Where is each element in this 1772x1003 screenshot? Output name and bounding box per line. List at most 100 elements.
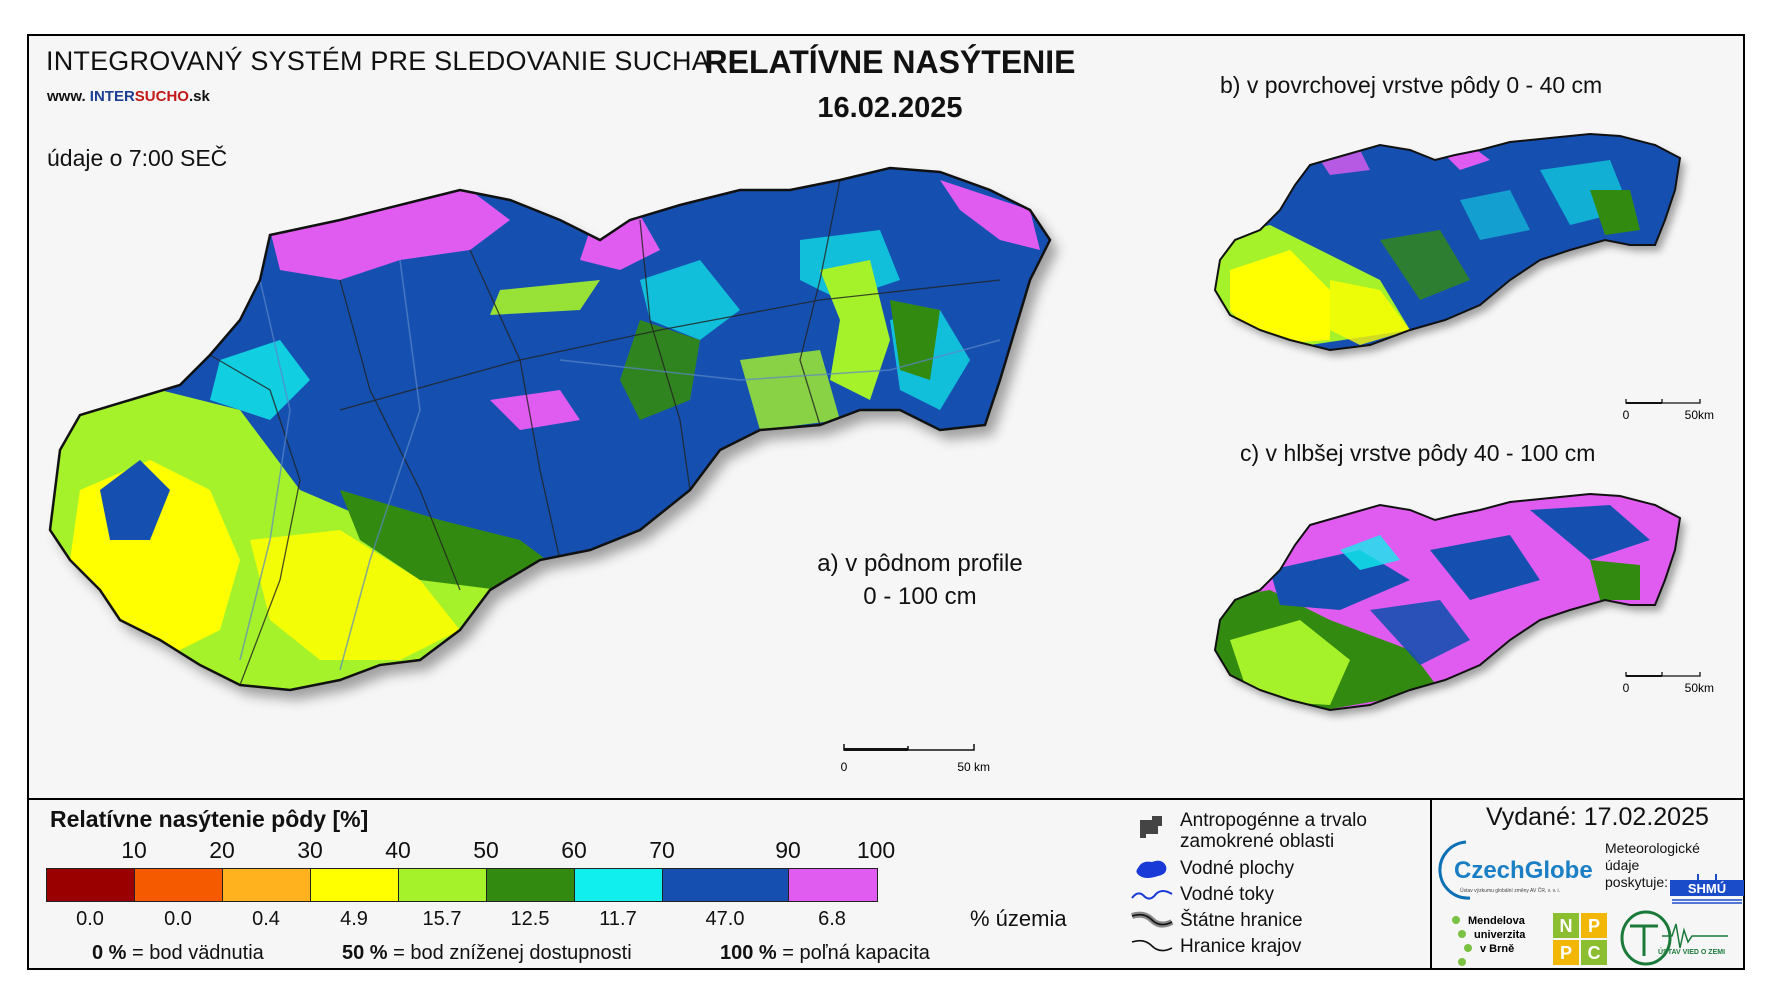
main-date: 16.02.2025 [817, 92, 963, 124]
legend-share-5: 15.7 [422, 908, 462, 930]
mendel-line2: univerzita [1474, 929, 1526, 941]
nppc-p1: P [1588, 916, 1600, 936]
legend-panel [27, 798, 1745, 970]
definition-wilting: 0 % = bod vädnutia [92, 942, 264, 965]
legend-share-1: 0.0 [76, 908, 104, 930]
czechglobe-subtitle: Ústav výzkumu globální změny AV ČR, v. v… [1460, 887, 1560, 894]
def1-text: = bod vädnutia [126, 942, 264, 964]
legend-class-7 [575, 869, 663, 901]
www-suffix: .sk [188, 88, 210, 105]
legend-share-4: 4.9 [340, 908, 368, 930]
mendel-university-logo: Mendelova univerzita v Brně [1452, 915, 1526, 966]
definition-reduced: 50 % = bod zníženej dostupnosti [342, 942, 632, 965]
nppc-n: N [1560, 916, 1573, 936]
mendel-line3: v Brně [1480, 943, 1514, 955]
meteo-line1: Meteorologické [1605, 840, 1700, 856]
def1-value: 0 % [92, 942, 127, 964]
legend-tick-50: 50 [473, 837, 499, 863]
legend-share-7: 11.7 [599, 908, 637, 930]
def3-value: 100 % [720, 942, 777, 964]
nppc-p2: P [1560, 943, 1572, 963]
legend-class-4 [311, 869, 399, 901]
czechglobe-text: CzechGlobe [1454, 857, 1593, 884]
nppc-logo: N P P C [1553, 913, 1607, 965]
legend-tick-40: 40 [385, 837, 411, 863]
scale-bar-b: 0 50km [1623, 399, 1714, 422]
footer-divider [1430, 798, 1432, 970]
issued-date: Vydané: 17.02.2025 [1486, 803, 1709, 831]
shmu-text: SHMÚ [1688, 881, 1726, 896]
legend-water-areas: Vodné plochy [1180, 858, 1295, 879]
earth-science-institute-logo: ÚSTAV VIED O ZEMI [1620, 910, 1728, 966]
definition-capacity: 100 % = poľná kapacita [720, 942, 930, 965]
meteo-line2: údaje [1605, 857, 1640, 873]
legend-tick-70: 70 [649, 837, 675, 863]
legend-share-6: 12.5 [510, 908, 550, 930]
legend-share-3: 0.4 [252, 908, 280, 930]
map-a-label: a) v pôdnom profile 0 - 100 cm [780, 547, 1060, 613]
www-sucho: SUCHO [134, 88, 189, 105]
legend-share-2: 0.0 [164, 908, 192, 930]
anthropo-line2: zamokrené oblasti [1180, 831, 1335, 852]
legend-tick-90: 90 [775, 837, 801, 863]
legend-state-border: Štátne hranice [1180, 910, 1303, 931]
legend-water-streams: Vodné toky [1180, 884, 1275, 905]
legend-region-border: Hranice krajov [1180, 936, 1302, 957]
legend-tick-60: 60 [561, 837, 587, 863]
meteo-provider: Meteorologické údaje poskytuje: [1605, 840, 1700, 891]
legend-tick-10: 10 [121, 837, 147, 863]
legend-class-9 [789, 869, 877, 901]
czechglobe-logo: CzechGlobe Ústav výzkumu globální změny … [1438, 840, 1593, 900]
scale-c-zero: 0 [1623, 681, 1630, 695]
nppc-c: C [1588, 943, 1601, 963]
scale-bar-main: 0 50 km [841, 744, 990, 774]
def2-text: = bod zníženej dostupnosti [387, 942, 632, 964]
map-a-label-line2: 0 - 100 cm [863, 583, 977, 610]
data-time: údaje o 7:00 SEČ [47, 145, 228, 171]
water-stream-icon [1131, 890, 1173, 900]
def2-value: 50 % [342, 942, 388, 964]
system-title: INTEGROVANÝ SYSTÉM PRE SLEDOVANIE SUCHA [46, 46, 710, 76]
scale-zero: 0 [841, 760, 848, 774]
legend-share-9: 6.8 [818, 908, 846, 930]
scale-bar-c: 0 50km [1623, 672, 1714, 695]
www-inter: INTER [89, 88, 135, 105]
legend-class-2 [135, 869, 223, 901]
legend-share-8: 47.0 [705, 908, 745, 930]
scale-50km: 50 km [957, 760, 990, 774]
map-c-deep [1214, 493, 1681, 711]
legend-class-8 [663, 869, 789, 901]
map-b-label: b) v povrchovej vrstve pôdy 0 - 40 cm [1220, 72, 1603, 98]
mendel-line1: Mendelova [1468, 915, 1526, 927]
legend-tick-30: 30 [297, 837, 323, 863]
main-map-a [48, 166, 1052, 692]
legend-class-5 [399, 869, 487, 901]
meteo-line3: poskytuje: [1605, 874, 1669, 890]
def3-text: = poľná kapacita [776, 942, 930, 964]
legend-tick-20: 20 [209, 837, 235, 863]
region-border-icon [1131, 939, 1173, 952]
share-unit: % územia [970, 906, 1067, 931]
main-title: RELATÍVNE NASÝTENIE [704, 44, 1076, 80]
anthropo-line1: Antropogénne a trvalo [1180, 810, 1367, 831]
legend-anthropogenic: Antropogénne a trvalo zamokrené oblasti [1180, 810, 1367, 852]
legend-class-1 [47, 869, 135, 901]
water-area-icon [1136, 860, 1167, 878]
state-border-icon [1131, 911, 1174, 928]
www-prefix: www. [47, 88, 90, 105]
uvz-text: ÚSTAV VIED O ZEMI [1658, 947, 1725, 956]
legend-class-6 [487, 869, 575, 901]
legend-class-3 [223, 869, 311, 901]
shmu-logo: SHMÚ [1670, 874, 1744, 904]
legend-colorbar [46, 868, 878, 902]
website-link[interactable]: www. INTERSUCHO.sk [47, 88, 210, 105]
map-c-label: c) v hlbšej vrstve pôdy 40 - 100 cm [1240, 440, 1596, 466]
map-a-label-line1: a) v pôdnom profile [817, 550, 1023, 577]
scale-b-50km: 50km [1685, 408, 1714, 422]
legend-title: Relatívne nasýtenie pôdy [%] [50, 806, 369, 832]
anthropogenic-area-icon [1140, 816, 1162, 838]
map-b-surface [1214, 133, 1681, 351]
legend-tick-100: 100 [856, 837, 896, 863]
scale-b-zero: 0 [1623, 408, 1630, 422]
scale-c-50km: 50km [1685, 681, 1714, 695]
